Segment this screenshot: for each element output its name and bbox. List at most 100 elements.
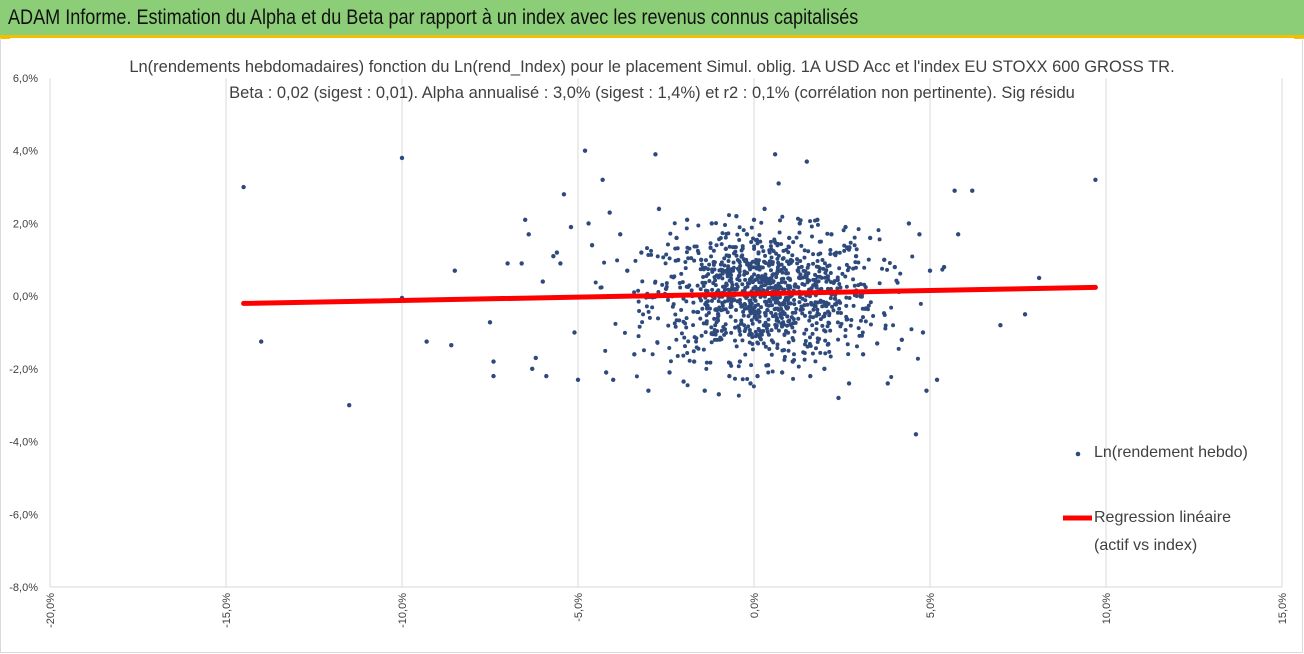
data-point [684, 217, 690, 222]
data-point [768, 239, 773, 244]
data-point [745, 271, 750, 276]
data-point [927, 268, 933, 273]
data-point [718, 262, 723, 267]
data-point [650, 352, 655, 357]
data-point [828, 270, 833, 275]
data-point [848, 240, 853, 245]
data-point [797, 275, 802, 280]
data-point [731, 265, 736, 270]
data-point [695, 283, 700, 288]
data-point [705, 289, 710, 294]
data-point [719, 328, 724, 333]
data-point [798, 218, 803, 223]
data-point [804, 159, 809, 164]
data-point [790, 253, 795, 258]
data-point [757, 233, 762, 238]
data-point [796, 316, 801, 321]
data-point [786, 340, 791, 345]
data-point [880, 266, 885, 271]
data-point [998, 323, 1003, 328]
data-point [683, 266, 688, 271]
data-point [771, 272, 776, 277]
x-tick-label: 15,0% [1277, 593, 1289, 624]
data-point [786, 245, 791, 250]
data-point [701, 283, 706, 288]
data-point [709, 221, 714, 226]
data-point [749, 332, 754, 337]
data-point [712, 316, 717, 321]
data-point [796, 269, 801, 274]
data-point [899, 337, 905, 342]
data-point [684, 325, 689, 330]
data-point [877, 281, 882, 286]
data-point [622, 330, 627, 335]
data-point [667, 256, 672, 261]
data-point [749, 363, 754, 368]
data-point [674, 337, 679, 342]
data-point [761, 249, 766, 254]
data-point [889, 374, 894, 379]
data-point [774, 318, 779, 323]
data-point [737, 297, 742, 302]
data-point [684, 299, 689, 304]
data-point [683, 260, 688, 265]
data-point [756, 250, 761, 255]
data-point [713, 307, 718, 312]
data-point [691, 323, 696, 328]
data-point [845, 342, 850, 347]
data-point [759, 220, 764, 225]
data-point [820, 323, 825, 328]
data-point [860, 352, 866, 357]
data-point [738, 263, 743, 268]
data-point [802, 255, 807, 260]
data-point [815, 307, 820, 312]
data-point [673, 324, 678, 329]
data-point [769, 255, 774, 260]
data-point [782, 348, 787, 353]
data-point [769, 303, 774, 308]
data-point [820, 257, 825, 262]
data-point [805, 265, 810, 270]
data-point [259, 339, 264, 344]
data-point [632, 352, 637, 357]
data-point [752, 272, 757, 277]
data-point [779, 242, 784, 247]
data-point [792, 358, 797, 363]
data-point [787, 276, 792, 281]
data-point [866, 257, 871, 262]
data-point [691, 359, 697, 364]
data-point [807, 318, 812, 323]
data-point [719, 308, 724, 313]
data-point [684, 316, 689, 321]
data-point [603, 348, 608, 353]
data-point [705, 306, 710, 311]
data-point [673, 246, 678, 251]
data-point [816, 252, 821, 257]
data-point [844, 314, 849, 319]
data-point [882, 312, 887, 317]
data-point [769, 328, 774, 333]
data-point [675, 354, 680, 359]
data-point [647, 315, 652, 320]
data-point [809, 224, 814, 229]
data-point [732, 376, 737, 381]
data-point [637, 309, 642, 314]
data-point [782, 357, 787, 362]
data-point [741, 313, 746, 318]
banner-accent-left [0, 35, 10, 39]
legend-label-regression-2: (actif vs index) [1094, 537, 1198, 554]
data-point [766, 317, 771, 322]
data-point [749, 225, 754, 230]
data-point [896, 346, 901, 351]
data-point [970, 188, 975, 193]
data-point [704, 300, 709, 305]
data-point [802, 248, 807, 253]
data-point [709, 325, 714, 330]
data-point [764, 363, 769, 368]
legend-marker-scatter [1075, 451, 1081, 457]
data-point [641, 348, 646, 353]
data-point [858, 282, 863, 287]
data-point [920, 330, 926, 335]
data-point [649, 248, 654, 253]
data-point [703, 265, 708, 270]
